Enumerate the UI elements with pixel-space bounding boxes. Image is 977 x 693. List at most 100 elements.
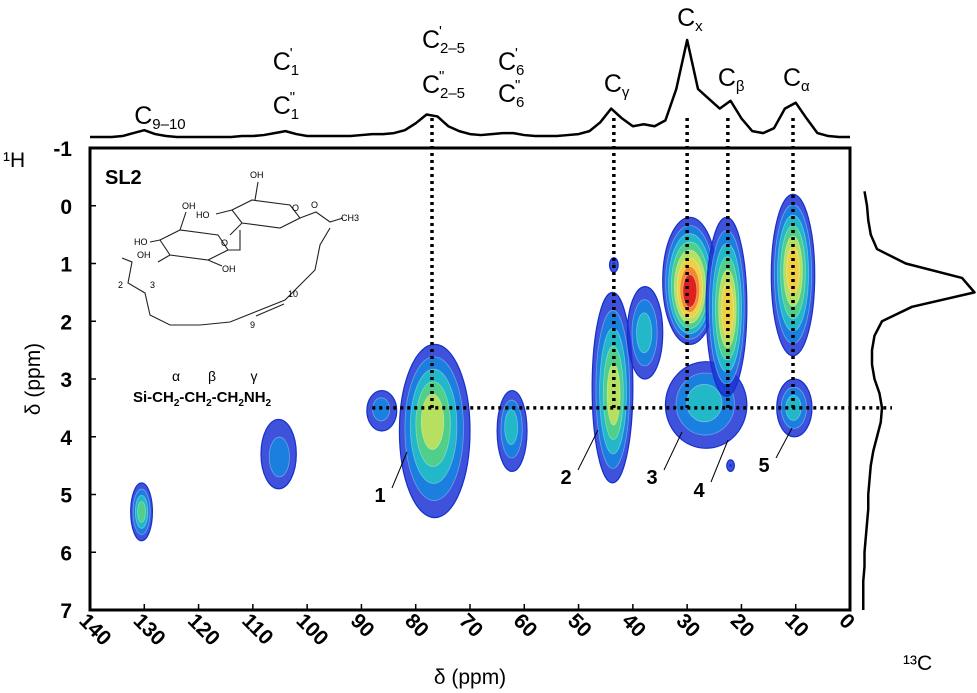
- assignment-base: C: [498, 80, 516, 108]
- peak-number: 2: [560, 467, 571, 489]
- x-nucleus-label: ¹³C: [903, 652, 932, 675]
- y-tick-label: 6: [60, 542, 72, 565]
- structure-label: O: [292, 203, 299, 213]
- assignment-sup: ': [290, 45, 293, 62]
- y-tick-label: 1: [60, 254, 72, 277]
- plot-frame: [88, 146, 852, 612]
- formula-sub: 2: [206, 398, 212, 409]
- assignment-sup: ': [515, 45, 518, 62]
- peak-number: 5: [758, 455, 769, 477]
- cross-peak: [726, 459, 735, 473]
- x-tick-label: 140: [74, 609, 115, 650]
- peak-center: [278, 458, 282, 462]
- contour-ring: [420, 393, 445, 450]
- structure-sketch: [121, 181, 344, 326]
- peak-leader: [663, 431, 683, 471]
- assignment-sup: ": [290, 89, 295, 106]
- assignment-sup: ": [439, 68, 444, 85]
- structure-label: 10: [288, 289, 298, 299]
- cross-peak: [496, 389, 528, 473]
- assignment-base: C: [498, 48, 516, 76]
- contour-ring: [504, 409, 519, 446]
- structure-label: 9: [250, 320, 255, 330]
- peak-number: 4: [693, 480, 705, 502]
- linker-formula: Si-CH2-CH2-CH2NH2: [133, 389, 272, 409]
- assignment-sub: 9–10: [152, 116, 185, 133]
- assignment-base: C: [783, 64, 801, 92]
- assignment-base: C: [134, 102, 152, 130]
- linker-greek: γ: [251, 368, 258, 384]
- x-tick-label: 110: [237, 609, 277, 649]
- structure-label: OH: [137, 250, 151, 260]
- assignment-sub: 2–5: [440, 85, 465, 102]
- y-tick-label: -1: [53, 138, 72, 161]
- structure-label: 2: [118, 280, 123, 290]
- peak-leader: [710, 439, 729, 483]
- cross-peak: [626, 285, 664, 380]
- assignment-base: C: [677, 4, 695, 32]
- y-axis-label: δ (ppm): [22, 343, 45, 415]
- assignment-sub: 6: [516, 94, 524, 111]
- cross-peak: [260, 418, 297, 490]
- formula-part: -CH: [179, 389, 206, 406]
- y-tick-label: 5: [60, 485, 72, 508]
- peak-center: [430, 417, 434, 421]
- x-tick-label: 40: [617, 609, 650, 642]
- x-tick-label: 70: [454, 609, 487, 642]
- cross-peak: [366, 389, 398, 432]
- peak-center: [642, 331, 646, 335]
- side-projection: [862, 191, 976, 610]
- formula-part: NH: [244, 389, 266, 406]
- assignment-base: C: [718, 64, 736, 92]
- x-tick-label: 60: [509, 609, 542, 642]
- peak-center: [791, 267, 795, 271]
- cross-peak: [591, 291, 634, 484]
- peak-center: [688, 290, 692, 294]
- peak-number: 1: [374, 485, 385, 507]
- x-tick-label: 130: [129, 609, 170, 650]
- y-tick-label: 2: [60, 311, 72, 334]
- structure-label: O: [221, 238, 228, 248]
- contour-ring: [268, 436, 290, 478]
- cross-peak: [398, 343, 471, 519]
- top-projection: [90, 38, 850, 139]
- peak-center: [729, 464, 733, 468]
- peak-center: [612, 262, 616, 265]
- x-tick-label: 80: [400, 609, 433, 642]
- cross-peak: [608, 257, 619, 273]
- formula-part: Si-CH: [133, 389, 174, 406]
- formula-part: -CH: [212, 389, 239, 406]
- formula-sub: 2: [174, 398, 180, 409]
- formula-sub: 2: [238, 398, 244, 409]
- x-tick-label: 30: [672, 609, 705, 642]
- assignment-base: C: [604, 70, 622, 98]
- structure-label: O: [311, 200, 318, 210]
- linker-greek: α: [172, 368, 180, 384]
- peak-center: [612, 394, 616, 398]
- structure-label: HO: [134, 237, 148, 247]
- assignment-sub: 1: [291, 62, 299, 79]
- x-tick-label: 120: [183, 609, 224, 650]
- peak-leader: [775, 427, 793, 459]
- cross-peak: [130, 482, 154, 542]
- structure-label: CH3: [341, 213, 359, 223]
- peak-leader: [577, 429, 599, 471]
- structure-label: OH: [182, 201, 196, 211]
- x-tick-label: 20: [726, 609, 759, 642]
- assignment-sup: ': [439, 23, 442, 40]
- structure-label: OH: [250, 170, 264, 180]
- x-tick-label: 50: [563, 609, 596, 642]
- peak-number: 3: [646, 467, 657, 489]
- peaks: [130, 193, 816, 542]
- y-tick-label: 0: [60, 196, 72, 219]
- contour-ring: [606, 363, 621, 426]
- assignment-sub: α: [801, 78, 810, 95]
- structure-label: HO: [196, 210, 210, 220]
- assignment-sub: x: [695, 18, 703, 35]
- assignment-base: C: [422, 71, 440, 99]
- peak-center: [509, 423, 513, 427]
- assignment-base: C: [273, 92, 291, 120]
- x-tick-label: 90: [346, 609, 379, 642]
- x-tick-label: 100: [292, 609, 333, 650]
